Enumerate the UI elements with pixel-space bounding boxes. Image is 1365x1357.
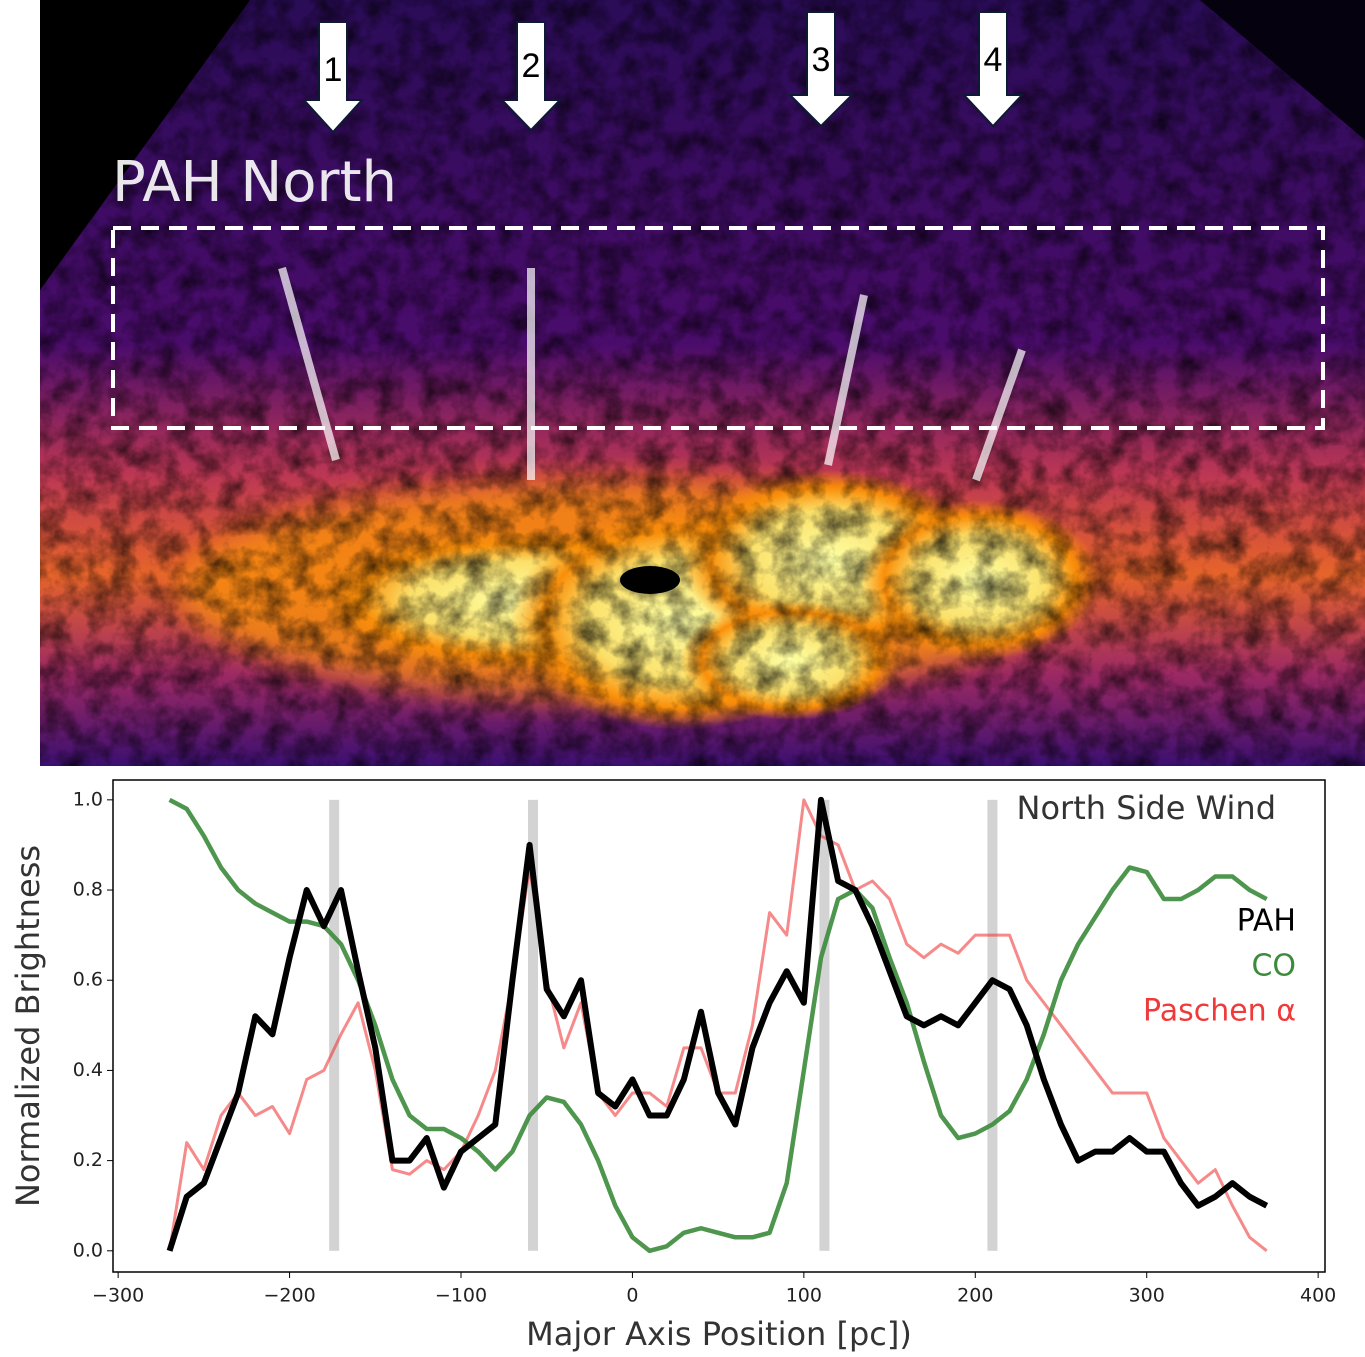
y-tick-label: 1.0: [73, 788, 103, 810]
x-tick-label: 400: [1300, 1285, 1336, 1307]
highlight-band: [819, 799, 830, 1251]
x-tick-label: −300: [92, 1285, 144, 1307]
highlight-band: [987, 799, 998, 1251]
marker-label: 1: [324, 51, 343, 89]
y-tick-label: 0.8: [73, 879, 103, 901]
x-tick-label: −200: [263, 1285, 315, 1307]
image-label: PAH North: [112, 150, 397, 215]
highlight-band: [528, 799, 538, 1251]
marker-label: 2: [522, 47, 541, 85]
legend-entry: PAH: [1237, 904, 1296, 939]
marker-label: 4: [984, 41, 1003, 79]
x-tick-label: 100: [786, 1285, 822, 1307]
marker-label: 3: [812, 41, 831, 79]
x-tick-label: 300: [1129, 1285, 1165, 1307]
y-tick-label: 0.6: [73, 969, 103, 991]
y-tick-label: 0.2: [73, 1149, 103, 1171]
x-axis-label: Major Axis Position [pc]): [526, 1315, 912, 1353]
x-tick-label: −100: [435, 1285, 487, 1307]
y-tick-label: 0.0: [73, 1239, 103, 1261]
series-line: [168, 797, 1268, 1254]
galaxy-image: PAH North 1 2 3 4: [40, 0, 1365, 766]
highlight-band: [329, 799, 340, 1251]
x-tick-label: 0: [626, 1285, 638, 1307]
x-tick-label: 200: [957, 1285, 993, 1307]
legend-entry: CO: [1251, 949, 1296, 984]
y-axis-label: Normalized Brightness: [9, 845, 47, 1207]
chart-title: North Side Wind: [1017, 789, 1276, 827]
legend-entry: Paschen α: [1143, 994, 1296, 1029]
y-tick-label: 0.4: [73, 1059, 103, 1081]
plot-frame: [112, 779, 1326, 1273]
series-line: [166, 796, 1269, 1252]
